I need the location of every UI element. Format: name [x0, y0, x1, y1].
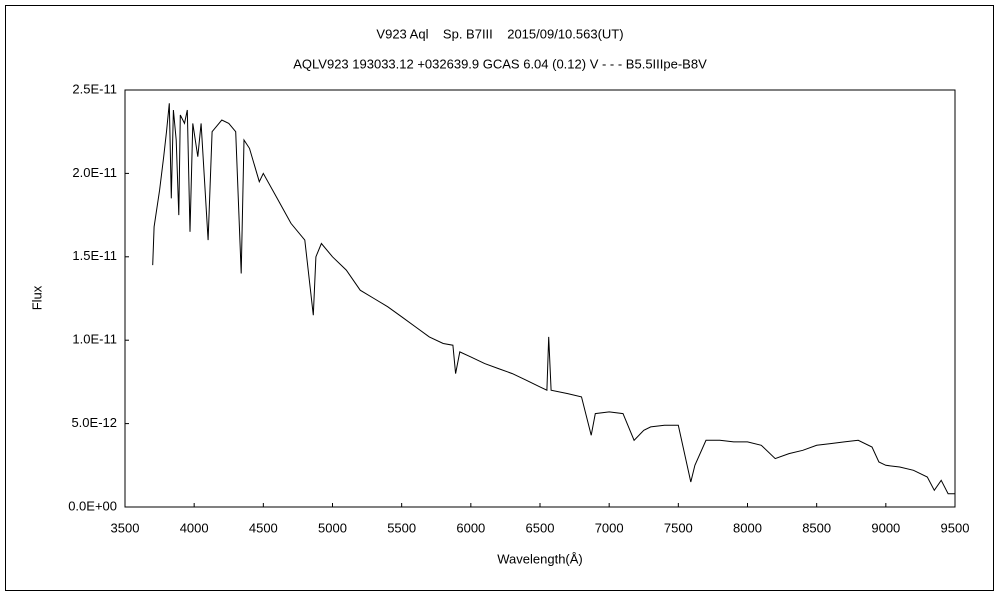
x-tick-label: 4000 [180, 520, 209, 535]
x-tick-label: 6500 [526, 520, 555, 535]
x-tick-label: 9500 [941, 520, 970, 535]
y-tick-label: 0.0E+00 [68, 498, 117, 513]
x-tick-label: 4500 [249, 520, 278, 535]
x-tick-label: 9000 [871, 520, 900, 535]
x-tick-label: 6000 [456, 520, 485, 535]
x-tick-label: 8500 [802, 520, 831, 535]
y-tick-label: 1.5E-11 [72, 248, 117, 263]
plot-area [124, 89, 956, 508]
y-axis-label: Flux [29, 285, 44, 310]
x-tick-label: 7500 [664, 520, 693, 535]
x-tick-label: 3500 [111, 520, 140, 535]
y-tick-label: 2.5E-11 [72, 81, 117, 96]
x-tick-label: 8000 [733, 520, 762, 535]
x-tick-label: 7000 [595, 520, 624, 535]
chart-subtitle: AQLV923 193033.12 +032639.9 GCAS 6.04 (0… [293, 56, 707, 71]
chart-title: V923 Aql Sp. B7III 2015/09/10.563(UT) [376, 26, 623, 41]
y-tick-label: 2.0E-11 [72, 165, 117, 180]
frame [5, 5, 994, 591]
y-tick-label: 1.0E-11 [72, 332, 117, 347]
spectrum-line [152, 103, 955, 495]
y-tick-label: 5.0E-12 [71, 415, 117, 430]
x-tick-label: 5500 [387, 520, 416, 535]
x-tick-label: 5000 [318, 520, 347, 535]
x-axis-label: Wavelength(Å) [497, 551, 583, 566]
